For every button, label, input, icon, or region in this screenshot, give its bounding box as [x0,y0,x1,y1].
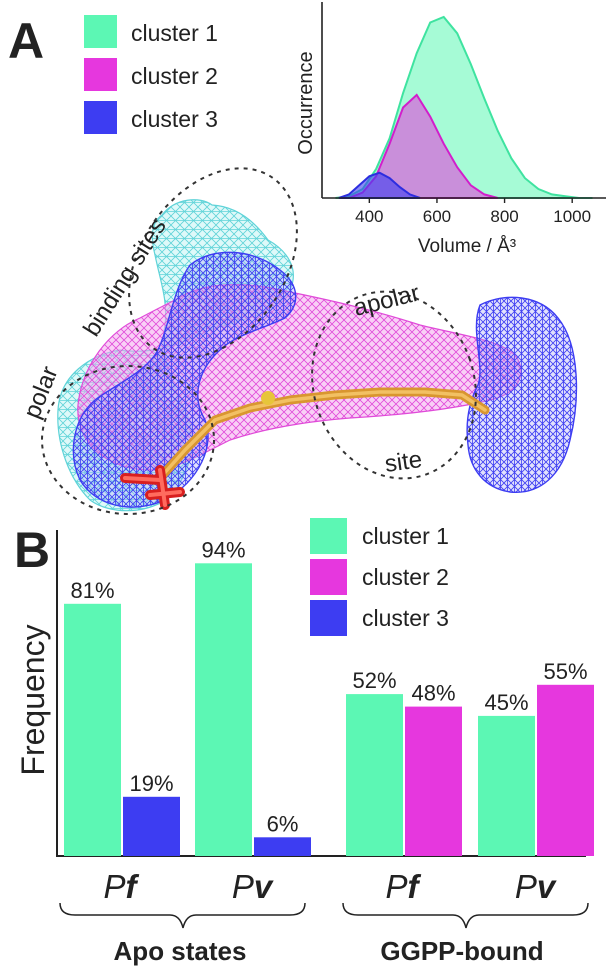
bar-cluster-1-cat1 [195,563,252,856]
bar-value-label: 45% [484,690,528,715]
legend-b-label-cluster1: cluster 1 [362,523,449,549]
legend-a-label-cluster2: cluster 2 [131,63,218,89]
bar-y-label: Frequency [15,624,51,775]
bar-cluster-2-cat2 [405,706,462,856]
cluster3-surface-left [72,251,297,508]
group-label-ggpp: GGPP-bound [380,936,543,966]
frequency-bar-chart: Frequency Apo states GGPP-bound 81% 19% 94… [15,530,594,966]
binding-sites-outline [128,167,298,359]
bar-value-label: 52% [352,668,396,693]
legend-a: cluster 1 cluster 2 cluster 3 [84,15,218,134]
bar-value-label: 19% [129,771,173,796]
panel-a-label: A [8,13,44,69]
legend-a-label-cluster3: cluster 3 [131,106,218,132]
ligand-chain-shade [158,390,487,480]
polar-site-outline [41,365,215,515]
bar-value-label: 94% [201,537,245,562]
bar-value-label: 81% [70,578,114,603]
volume-histogram: Occurrence Volume / Å³ 400 600 800 1000 [295,2,606,257]
legend-a-swatch-cluster2 [84,58,117,91]
legend-b-label-cluster3: cluster 3 [362,605,449,631]
histogram-x-label: Volume / Å³ [418,236,516,257]
legend-a-swatch-cluster3 [84,101,117,134]
legend-b-swatch-cluster2 [310,559,347,595]
bar-cluster-3-cat0 [123,796,180,856]
group-brace-apo [59,902,306,929]
ligand-sulfur-atom [261,391,275,405]
bar-cluster-2-cat3 [537,684,594,856]
bar-value-label: 6% [267,811,299,836]
group-brace-ggpp [342,902,589,929]
area-series-cluster-1 [335,15,593,199]
legend-b-swatch-cluster1 [310,518,347,554]
category-label: Pf [385,868,421,905]
legend-a-label-cluster1: cluster 1 [131,20,218,46]
ligand-polar-head-shade [123,468,182,507]
category-label: Pv [515,868,557,905]
apolar-site-outline [311,290,477,480]
histogram-x-tick-label: 600 [423,207,451,226]
site-label: site [383,446,424,478]
panel-b-label: B [14,522,50,578]
legend-b-swatch-cluster3 [310,600,347,636]
category-label: Pv [232,868,274,905]
histogram-x-tick-label: 400 [355,207,383,226]
histogram-y-label: Occurrence [295,51,317,154]
polar-label: polar [19,363,64,423]
group-label-apo: Apo states [114,936,247,966]
bar-cluster-3-cat1 [254,837,311,856]
bar-value-label: 48% [411,681,455,706]
cluster3-surface-right [466,296,578,493]
bar-cluster-1-cat3 [478,715,535,856]
legend-a-swatch-cluster1 [84,15,117,48]
bar-value-label: 55% [543,659,587,684]
category-label: Pf [103,868,139,905]
histogram-x-tick-label: 1000 [553,207,591,226]
bar-cluster-1-cat0 [64,603,121,856]
legend-b-label-cluster2: cluster 2 [362,564,449,590]
legend-b: cluster 1 cluster 2 cluster 3 [310,518,449,636]
bar-cluster-1-cat2 [346,694,403,856]
histogram-x-tick-label: 800 [490,207,518,226]
